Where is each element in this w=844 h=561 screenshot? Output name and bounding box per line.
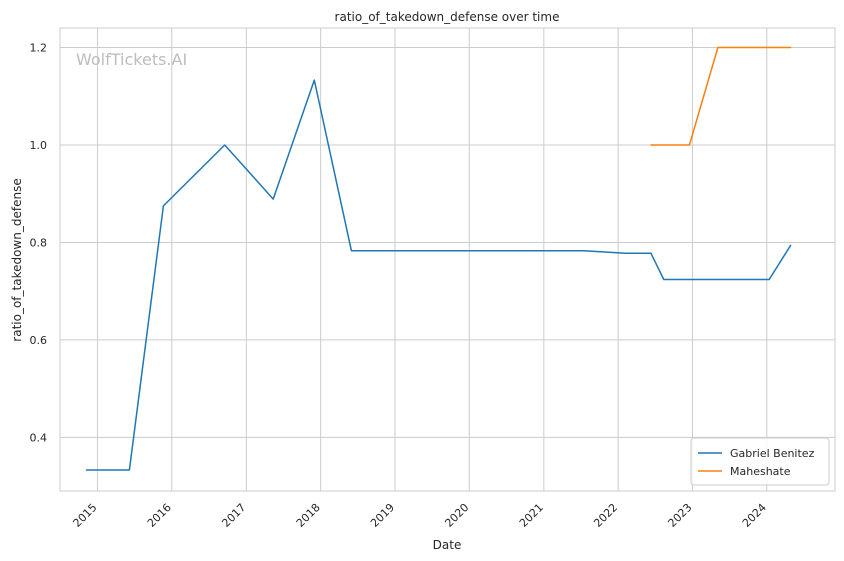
y-tick-label: 0.4 [30,431,48,444]
series-line-gabriel-benitez [85,79,792,471]
legend-label: Gabriel Benitez [730,447,815,460]
y-tick-label: 1.2 [30,41,48,54]
y-axis-ticks: 0.4 0.6 0.8 1.0 1.2 [30,41,48,444]
plot-frame [59,27,836,492]
chart-title: ratio_of_takedown_defense over time [335,10,560,24]
x-axis-label: Date [433,538,462,552]
legend: Gabriel Benitez Maheshate [690,437,830,486]
watermark: WolfTickets.AI [76,50,187,69]
legend-label: Maheshate [730,465,791,478]
legend-box [690,437,830,486]
y-tick-label: 1.0 [30,139,48,152]
plot-area [60,28,835,491]
y-tick-label: 0.8 [30,236,48,249]
grid [60,28,835,491]
y-tick-label: 0.6 [30,334,48,347]
y-axis-label: ratio_of_takedown_defense [10,178,24,341]
series-lines [85,46,792,471]
series-line-maheshate [650,46,792,146]
